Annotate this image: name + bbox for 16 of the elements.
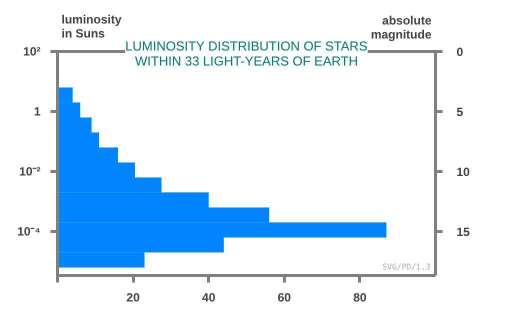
- y-tick-label: 1: [34, 104, 41, 118]
- annotation: SVG/PD/1.3: [382, 262, 431, 272]
- y-tick-label: 10⁻²: [19, 164, 41, 178]
- x-tick-label: 80: [353, 290, 367, 304]
- y-axis-title: luminosity in Suns: [62, 12, 122, 40]
- chart-title: LUMINOSITY DISTRIBUTION OF STARS WITHIN 33 LIGHT-YEARS OF EARTH: [125, 38, 368, 68]
- y2-tick-label: 0: [456, 45, 464, 59]
- y-tick-label: 10²: [23, 44, 41, 58]
- y-tick-label: 10⁻⁴: [17, 224, 41, 238]
- y2-tick-label: 5: [456, 104, 464, 119]
- y2-tick-label: 10: [456, 164, 470, 179]
- x-tick-label: 60: [278, 290, 292, 304]
- x-tick-label: 40: [202, 290, 216, 304]
- y2-tick-label: 15: [456, 224, 470, 239]
- x-tick-label: 20: [126, 290, 140, 304]
- y2-axis-title: absolute magnitude: [370, 14, 432, 42]
